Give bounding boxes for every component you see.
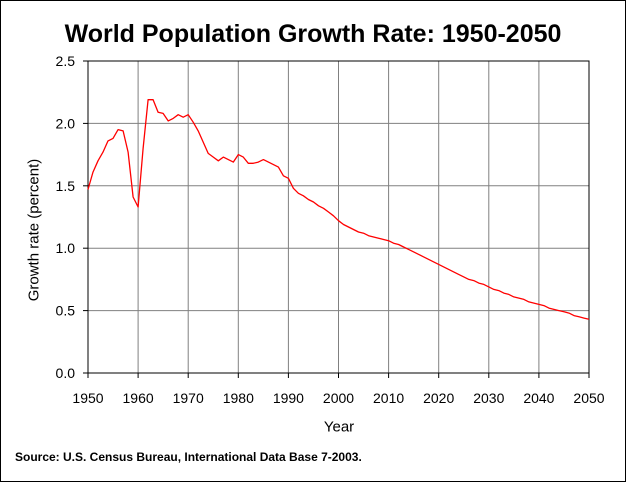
source-note: Source: U.S. Census Bureau, Internationa… <box>15 450 362 464</box>
y-tick-label: 0.0 <box>56 365 76 381</box>
y-tick-label: 0.5 <box>56 303 76 319</box>
y-tick-label: 2.5 <box>56 53 76 69</box>
x-tick-label: 2000 <box>323 390 354 406</box>
x-tick-label: 2010 <box>373 390 404 406</box>
x-tick-label: 1970 <box>173 390 204 406</box>
x-tick-label: 2020 <box>423 390 454 406</box>
growth-rate-line <box>87 99 590 320</box>
y-tick-label: 1.0 <box>56 240 76 256</box>
y-tick-label: 2.0 <box>56 115 76 131</box>
x-tick-label: 2030 <box>473 390 504 406</box>
x-tick-label: 1980 <box>223 390 254 406</box>
x-tick-label: 1950 <box>72 390 103 406</box>
x-tick-label: 1990 <box>273 390 304 406</box>
x-tick-label: 2050 <box>573 390 604 406</box>
chart-title: World Population Growth Rate: 1950-2050 <box>64 20 562 48</box>
x-axis-label: Year <box>323 418 355 436</box>
y-tick-label: 1.5 <box>56 178 76 194</box>
x-tick-label: 1960 <box>123 390 154 406</box>
x-tick-label: 2040 <box>523 390 554 406</box>
